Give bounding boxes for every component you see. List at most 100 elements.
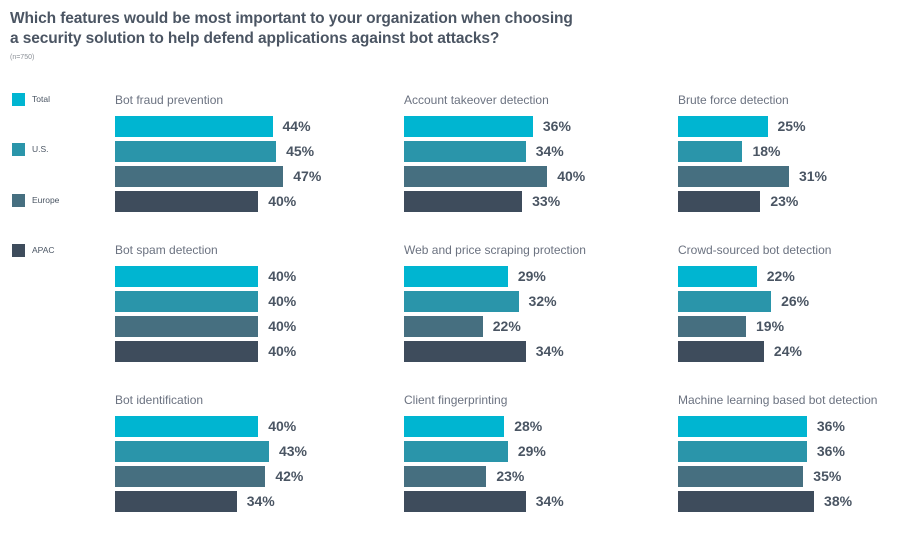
bar-total bbox=[115, 266, 259, 287]
bar-u-s bbox=[115, 441, 269, 462]
panel-title: Account takeover detection bbox=[404, 93, 549, 107]
panel-bot-spam-detection: Bot spam detection 40% 40% 40% 40% bbox=[115, 243, 375, 373]
bar-europe bbox=[678, 166, 789, 187]
legend-swatch-us bbox=[12, 143, 25, 156]
bar-apac bbox=[115, 191, 259, 212]
bar-apac bbox=[115, 341, 259, 362]
bar-value-label-apac: 34% bbox=[535, 493, 564, 509]
panel-title: Bot fraud prevention bbox=[115, 93, 224, 107]
legend-label-total: Total bbox=[32, 94, 50, 104]
bar-europe bbox=[115, 316, 259, 337]
bar-total bbox=[678, 116, 768, 137]
bar-value-label-europe: 40% bbox=[268, 318, 297, 334]
panel-account-takeover-detection: Account takeover detection 36% 34% 40% 33% bbox=[404, 93, 664, 223]
panel-client-fingerprinting: Client fingerprinting 28% 29% 23% 34% bbox=[404, 393, 664, 523]
bar-total bbox=[404, 416, 505, 437]
bar-value-label-total: 40% bbox=[268, 268, 297, 284]
bar-value-label-total: 29% bbox=[517, 268, 546, 284]
legend-label-apac: APAC bbox=[32, 245, 55, 255]
chart-title-line-1: Which features would be most important t… bbox=[10, 10, 573, 27]
panel-bot-fraud-prevention: Bot fraud prevention 44% 45% 47% 40% bbox=[115, 93, 375, 223]
bar-value-label-total: 40% bbox=[268, 418, 297, 434]
bar-value-label-europe: 40% bbox=[557, 168, 586, 184]
bar-apac bbox=[404, 191, 523, 212]
bar-total bbox=[404, 116, 533, 137]
bar-u-s bbox=[678, 291, 772, 312]
legend-item-total: Total bbox=[12, 93, 102, 107]
bar-value-label-apac: 38% bbox=[824, 493, 853, 509]
bar-value-label-apac: 23% bbox=[770, 193, 799, 209]
legend-swatch-total bbox=[12, 93, 25, 106]
panel-machine-learning-based-bot-detection: Machine learning based bot detection 36% 3… bbox=[678, 393, 904, 523]
bar-value-label-europe: 42% bbox=[275, 468, 304, 484]
bar-value-label-europe: 23% bbox=[496, 468, 525, 484]
bar-total bbox=[115, 416, 259, 437]
bar-value-label-u-s: 32% bbox=[528, 293, 557, 309]
bar-europe bbox=[404, 316, 483, 337]
legend-label-europe: Europe bbox=[32, 195, 60, 205]
bar-value-label-u-s: 29% bbox=[517, 443, 546, 459]
bar-value-label-apac: 24% bbox=[773, 343, 802, 359]
bar-value-label-total: 28% bbox=[514, 418, 543, 434]
bar-value-label-europe: 22% bbox=[492, 318, 521, 334]
bar-value-label-u-s: 18% bbox=[752, 143, 781, 159]
panel-brute-force-detection: Brute force detection 25% 18% 31% 23% bbox=[678, 93, 904, 223]
bar-value-label-apac: 33% bbox=[532, 193, 561, 209]
bar-europe bbox=[404, 166, 548, 187]
bar-value-label-u-s: 36% bbox=[816, 443, 845, 459]
bar-value-label-u-s: 40% bbox=[268, 293, 297, 309]
bar-total bbox=[115, 116, 273, 137]
bar-value-label-u-s: 45% bbox=[286, 143, 315, 159]
bar-u-s bbox=[678, 441, 807, 462]
panel-title: Web and price scraping protection bbox=[404, 243, 586, 257]
legend-swatch-europe bbox=[12, 194, 25, 207]
bar-value-label-europe: 31% bbox=[798, 168, 827, 184]
bar-apac bbox=[678, 491, 815, 512]
panel-crowd-sourced-bot-detection: Crowd-sourced bot detection 22% 26% 19% 24% bbox=[678, 243, 904, 373]
panel-title: Brute force detection bbox=[678, 93, 789, 107]
bar-value-label-apac: 34% bbox=[535, 343, 564, 359]
bar-value-label-total: 36% bbox=[542, 118, 571, 134]
chart-title: Which features would be most important t… bbox=[10, 9, 630, 49]
sample-size-note: (n=750) bbox=[10, 54, 35, 61]
bar-europe bbox=[404, 466, 487, 487]
legend-label-us: U.S. bbox=[32, 144, 49, 154]
chart-title-line-2: a security solution to help defend appli… bbox=[10, 30, 500, 47]
bar-value-label-u-s: 26% bbox=[781, 293, 810, 309]
bar-value-label-apac: 34% bbox=[246, 493, 275, 509]
bar-total bbox=[404, 266, 508, 287]
panel-title: Bot spam detection bbox=[115, 243, 218, 257]
bar-europe bbox=[678, 316, 747, 337]
bar-u-s bbox=[404, 291, 519, 312]
bar-value-label-total: 44% bbox=[282, 118, 311, 134]
bar-value-label-total: 36% bbox=[816, 418, 845, 434]
legend-swatch-apac bbox=[12, 244, 25, 257]
legend-item-europe: Europe bbox=[12, 194, 102, 208]
bar-value-label-total: 22% bbox=[766, 268, 795, 284]
bar-value-label-u-s: 34% bbox=[535, 143, 564, 159]
bar-value-label-europe: 19% bbox=[756, 318, 785, 334]
panel-title: Machine learning based bot detection bbox=[678, 393, 878, 407]
bar-total bbox=[678, 266, 757, 287]
bar-u-s bbox=[115, 291, 259, 312]
panel-title: Crowd-sourced bot detection bbox=[678, 243, 832, 257]
bar-europe bbox=[115, 166, 284, 187]
bar-europe bbox=[678, 466, 804, 487]
legend-item-us: U.S. bbox=[12, 143, 102, 157]
panel-title: Client fingerprinting bbox=[404, 393, 508, 407]
bar-u-s bbox=[404, 441, 508, 462]
bar-u-s bbox=[678, 141, 743, 162]
bar-apac bbox=[678, 191, 761, 212]
bar-value-label-u-s: 43% bbox=[278, 443, 307, 459]
bar-value-label-europe: 35% bbox=[813, 468, 842, 484]
panel-title: Bot identification bbox=[115, 393, 204, 407]
bar-value-label-total: 25% bbox=[777, 118, 806, 134]
legend-item-apac: APAC bbox=[12, 244, 102, 258]
bar-value-label-apac: 40% bbox=[268, 343, 297, 359]
bar-apac bbox=[678, 341, 764, 362]
bar-value-label-europe: 47% bbox=[293, 168, 322, 184]
bar-apac bbox=[115, 491, 237, 512]
bar-u-s bbox=[115, 141, 277, 162]
panel-web-and-price-scraping-protection: Web and price scraping protection 29% 32% 2… bbox=[404, 243, 664, 373]
bar-total bbox=[678, 416, 807, 437]
